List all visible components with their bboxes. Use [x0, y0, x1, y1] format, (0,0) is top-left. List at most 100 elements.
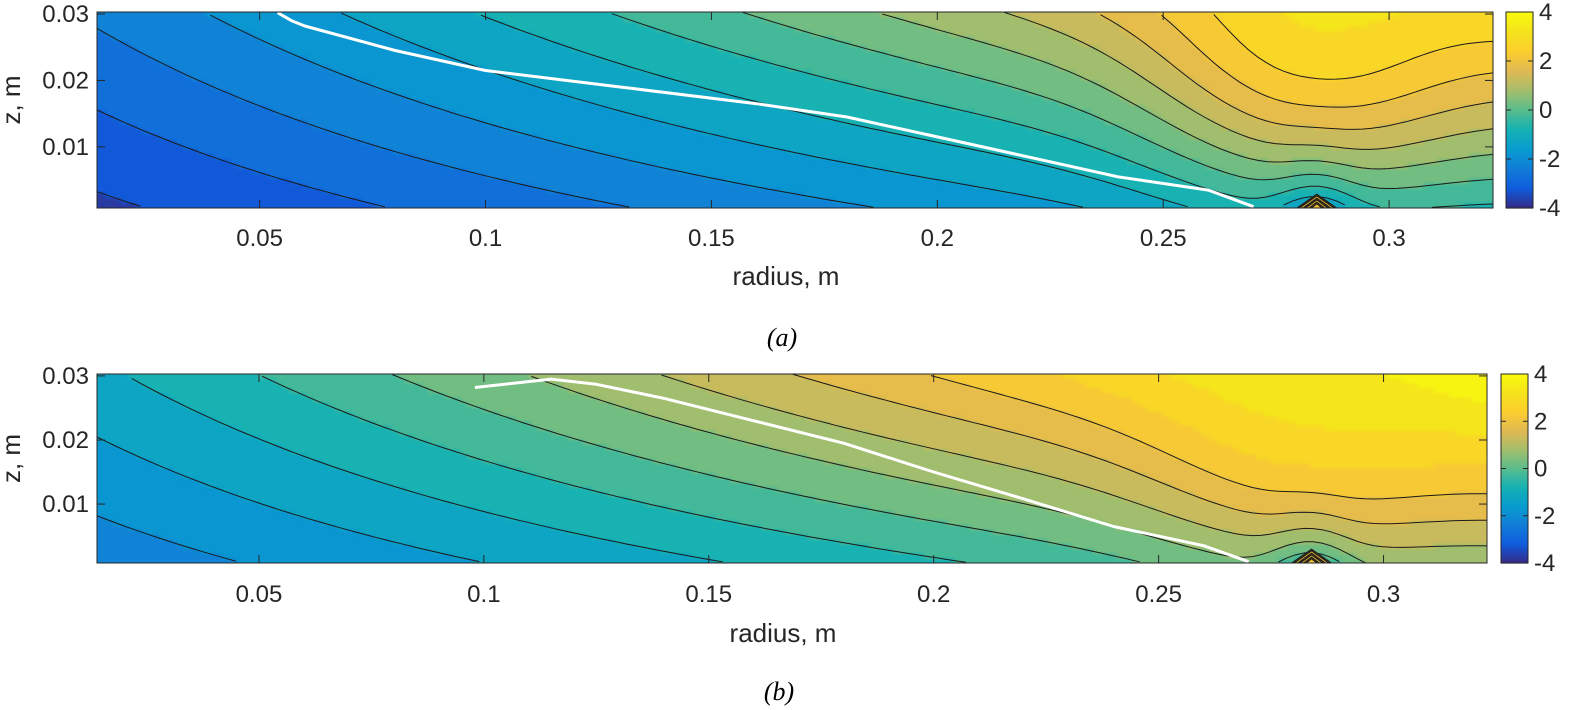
colorbar-swatch [1506, 70, 1533, 74]
colorbar-swatch [1501, 489, 1528, 493]
colorbar-swatch [1506, 48, 1533, 53]
panel-caption: (a) [767, 323, 797, 352]
colorbar-swatch [1506, 67, 1533, 71]
colorbar-swatch [1501, 433, 1528, 437]
y-tick-label: 0.02 [42, 67, 89, 94]
colorbar-swatch [1501, 447, 1528, 452]
x-tick-label: 0.15 [688, 225, 735, 252]
x-tick-label: 0.3 [1367, 581, 1400, 608]
contour-line [261, 375, 966, 563]
contour-line [531, 375, 1366, 564]
colorbar-swatch [1506, 198, 1533, 203]
colorbar-tick-label: 2 [1539, 48, 1552, 75]
colorbar-swatch [1501, 468, 1528, 473]
colorbar-swatch [1501, 527, 1528, 532]
colorbar-swatch [1506, 100, 1533, 105]
colorbar-swatch [1501, 412, 1528, 416]
highlight-contour [276, 11, 1255, 209]
contour-line [930, 375, 1487, 500]
colorbar-swatch [1506, 24, 1533, 28]
contour-lines [96, 373, 1488, 564]
colorbar-swatch [1506, 134, 1533, 139]
contour-line [1004, 11, 1494, 150]
x-tick-label: 0.3 [1372, 225, 1405, 252]
x-tick-label: 0.1 [467, 581, 500, 608]
colorbar-tick-label: 4 [1534, 361, 1547, 388]
colorbar-swatch [1501, 474, 1528, 478]
highlight-contour [474, 377, 1250, 564]
colorbar-swatch [1506, 131, 1533, 136]
colorbar-swatch [1501, 506, 1528, 511]
colorbar-swatch [1506, 174, 1533, 178]
colorbar-swatch [1501, 548, 1528, 552]
colorbar-swatch [1501, 521, 1528, 526]
colorbar-swatch [1501, 557, 1528, 561]
colorbar-swatch [1501, 400, 1528, 405]
colorbar-swatch [1501, 430, 1528, 434]
panel-caption: (b) [764, 677, 794, 706]
colorbar-swatch [1506, 54, 1533, 59]
colorbar-swatch [1501, 391, 1528, 396]
colorbar-swatch [1506, 137, 1533, 142]
colorbar-swatch [1506, 79, 1533, 84]
x-tick-label: 0.1 [469, 225, 502, 252]
colorbar-swatch [1506, 116, 1533, 120]
colorbar-swatch [1506, 146, 1533, 151]
colorbar-swatch [1506, 76, 1533, 80]
x-axis-label: radius, m [730, 618, 837, 648]
colorbar-swatch [1506, 82, 1533, 87]
colorbar-swatch [1501, 492, 1528, 496]
colorbar-swatch [1501, 486, 1528, 490]
colorbar-swatch [1506, 201, 1533, 206]
y-axis-label: z, m [0, 75, 26, 124]
contour-line [392, 374, 1140, 563]
contour-line [742, 11, 1494, 190]
colorbar-swatch [1506, 12, 1533, 16]
colorbar-swatch [1501, 545, 1528, 549]
y-tick-label: 0.01 [42, 134, 89, 161]
x-tick-label: 0.05 [236, 225, 283, 252]
colorbar-swatch [1501, 409, 1528, 413]
colorbar-swatch [1501, 397, 1528, 402]
colorbar-swatch [1506, 125, 1533, 129]
colorbar-swatch [1506, 195, 1533, 200]
colorbar-swatch [1506, 39, 1533, 44]
colorbar-tick-label: 0 [1534, 456, 1547, 483]
colorbar-swatch [1506, 204, 1533, 209]
contour-line [661, 374, 1488, 548]
colorbar-swatch [1506, 30, 1533, 35]
colorbar-swatch [1506, 110, 1533, 114]
colorbar-swatch [1501, 436, 1528, 440]
contour-panel-a: 0.05 0.1 0.15 0.2 0.25 0.3 0.01 0.02 0.03 radius,… [0, 0, 1560, 352]
colorbar-swatch [1506, 18, 1533, 22]
colorbar-swatch [1506, 122, 1533, 126]
colorbar-swatch [1501, 421, 1528, 425]
colorbar-tick-label: -2 [1534, 503, 1555, 530]
colorbar-swatch [1501, 403, 1528, 408]
colorbar-swatch [1501, 379, 1528, 384]
colorbar: -4 -2 0 2 4 [1505, 0, 1560, 222]
colorbar-swatch [1501, 524, 1528, 529]
contour-line [96, 515, 237, 562]
contour-lines [96, 11, 1494, 209]
y-tick-label: 0.01 [42, 491, 89, 518]
colorbar-swatch [1506, 177, 1533, 182]
colorbar-swatch [1506, 152, 1533, 157]
colorbar-swatch [1506, 171, 1533, 175]
colorbar-swatch [1506, 149, 1533, 154]
colorbar-swatch [1501, 536, 1528, 540]
colorbar-swatch [1501, 453, 1528, 458]
colorbar-swatch [1501, 542, 1528, 546]
contour-panel-b: 0.05 0.1 0.15 0.2 0.25 0.3 0.01 0.02 0.03 radius,… [0, 361, 1555, 706]
colorbar-swatch [1501, 459, 1528, 464]
colorbar-swatch [1501, 533, 1528, 538]
contour-line [1100, 14, 1494, 130]
colorbar-swatch [1501, 441, 1528, 446]
colorbar-swatch [1501, 438, 1528, 443]
y-tick-label: 0.02 [42, 427, 89, 454]
colorbar-swatch [1501, 515, 1528, 520]
colorbar-swatch [1506, 186, 1533, 191]
colorbar-swatch [1506, 119, 1533, 123]
colorbar-swatch [1506, 64, 1533, 68]
colorbar-swatch [1506, 42, 1533, 47]
